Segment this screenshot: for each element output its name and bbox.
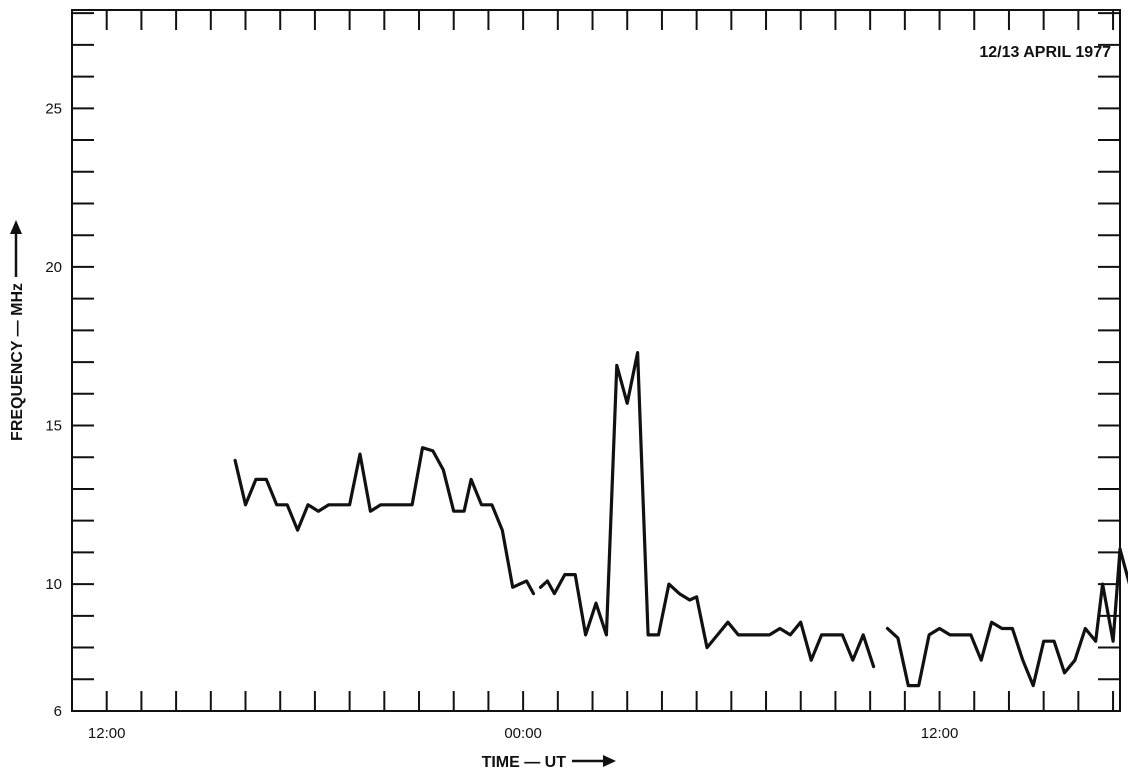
x-axis-arrow-icon <box>572 755 616 767</box>
x-tick-label: 00:00 <box>504 725 542 742</box>
x-axis-title-group: TIME — UT <box>482 754 616 771</box>
y-tick-labels: 6 10 15 20 25 <box>45 100 62 720</box>
data-lines <box>233 351 1128 688</box>
plot-frame <box>71 9 1121 712</box>
x-axis-title: TIME — UT <box>482 754 567 771</box>
y-axis-title: FREQUENCY — MHz <box>9 283 26 441</box>
series-line <box>1118 547 1128 585</box>
chart-annotation: 12/13 APRIL 1977 <box>979 44 1111 61</box>
axis-ticks <box>71 10 1120 712</box>
series-line <box>233 446 522 589</box>
y-axis-arrow-icon <box>10 220 22 277</box>
x-tick-labels: 12:00 00:00 12:00 <box>88 725 958 742</box>
y-tick-label: 15 <box>45 418 62 435</box>
y-tick-label: 10 <box>45 576 62 593</box>
series-line <box>538 351 876 669</box>
x-tick-label: 12:00 <box>921 725 959 742</box>
y-tick-label: 25 <box>45 100 62 117</box>
x-tick-label: 12:00 <box>88 725 126 742</box>
series-line <box>518 579 536 596</box>
y-tick-label: 6 <box>54 703 62 720</box>
series-line <box>885 547 1122 688</box>
y-tick-label: 20 <box>45 259 62 276</box>
y-axis-title-group: FREQUENCY — MHz <box>9 220 26 441</box>
